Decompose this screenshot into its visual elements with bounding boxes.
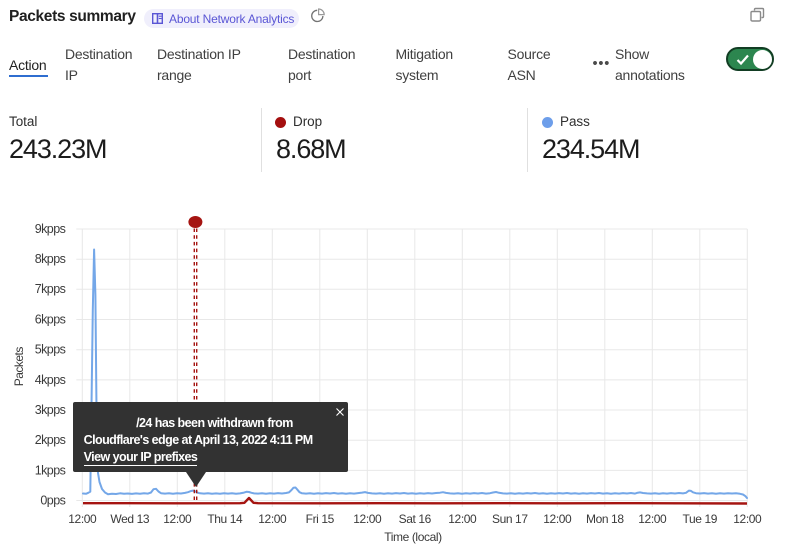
svg-text:8kpps: 8kpps	[35, 252, 66, 266]
svg-text:0pps: 0pps	[40, 493, 65, 507]
svg-text:Thu 14: Thu 14	[207, 512, 243, 526]
svg-text:Mon 18: Mon 18	[586, 512, 624, 526]
svg-text:Tue 19: Tue 19	[683, 512, 718, 526]
svg-text:12:00: 12:00	[543, 512, 572, 526]
svg-text:6kpps: 6kpps	[35, 312, 66, 326]
svg-text:12:00: 12:00	[733, 512, 762, 526]
svg-text:7kpps: 7kpps	[35, 282, 66, 296]
svg-text:12:00: 12:00	[258, 512, 287, 526]
svg-text:5kpps: 5kpps	[35, 343, 66, 357]
svg-text:9kpps: 9kpps	[35, 222, 66, 236]
svg-text:Fri 15: Fri 15	[306, 512, 335, 526]
svg-text:2kpps: 2kpps	[35, 433, 66, 447]
svg-text:12:00: 12:00	[353, 512, 382, 526]
svg-text:Wed 13: Wed 13	[110, 512, 149, 526]
svg-text:4kpps: 4kpps	[35, 373, 66, 387]
svg-text:12:00: 12:00	[638, 512, 667, 526]
svg-text:1kpps: 1kpps	[35, 463, 66, 477]
svg-text:Packets: Packets	[12, 347, 26, 387]
svg-text:Sat 16: Sat 16	[399, 512, 432, 526]
svg-text:3kpps: 3kpps	[35, 403, 66, 417]
svg-text:Time (local): Time (local)	[384, 530, 442, 544]
svg-text:12:00: 12:00	[448, 512, 477, 526]
svg-text:Sun 17: Sun 17	[492, 512, 528, 526]
svg-text:12:00: 12:00	[68, 512, 97, 526]
svg-text:12:00: 12:00	[163, 512, 192, 526]
